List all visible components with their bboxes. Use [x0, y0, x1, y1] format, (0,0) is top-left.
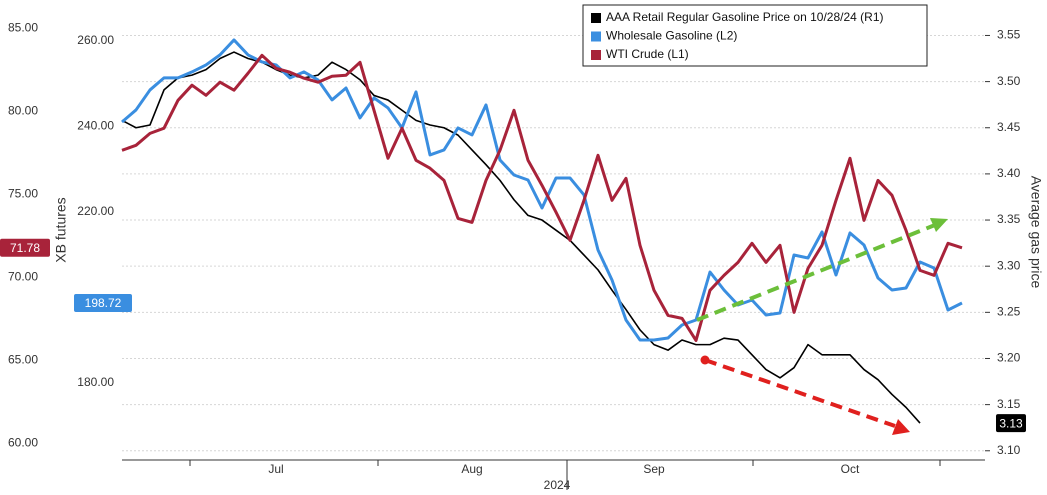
y2-tick-label: 3.20	[997, 351, 1021, 365]
green-trend-arrow	[696, 223, 936, 322]
y-axis-label: XB futures	[53, 197, 69, 262]
last-value-label: 71.78	[10, 241, 40, 255]
y2-tick-label: 3.30	[997, 258, 1021, 272]
y-tick-label: 75.00	[8, 186, 38, 200]
series-line	[121, 53, 963, 342]
y2-axis-label: Average gas price	[1028, 176, 1044, 289]
legend-swatch	[591, 13, 601, 23]
y3-tick-label: 260.00	[77, 33, 114, 47]
last-value-badge	[996, 414, 1026, 433]
x-tick-label: Aug	[461, 462, 482, 476]
legend-swatch	[591, 50, 601, 60]
y2-tick-label: 3.40	[997, 166, 1021, 180]
legend-label: Wholesale Gasoline (L2)	[606, 29, 737, 43]
series-line	[121, 38, 963, 342]
legend-label: AAA Retail Regular Gasoline Price on 10/…	[606, 10, 883, 24]
y2-tick-label: 3.10	[997, 443, 1021, 457]
y2-tick-label: 3.35	[997, 212, 1021, 226]
x-tick-label: Jul	[268, 462, 283, 476]
green-arrowhead	[930, 218, 948, 232]
x-axis-label: 2024	[544, 478, 571, 492]
series-line	[121, 51, 921, 424]
y2-tick-label: 3.55	[997, 28, 1021, 42]
plot-area: 3.10 3.15 3.20 3.25 3.30 3.35 3.40 3.45 3.50 3.55…	[8, 20, 1021, 476]
trend-arrows	[696, 218, 948, 435]
last-value-label: 198.72	[85, 296, 122, 310]
y-tick-label: 85.00	[8, 20, 38, 34]
month-boundaries	[122, 459, 985, 490]
y2-tick-label: 3.25	[997, 305, 1021, 319]
y-tick-label: 80.00	[8, 103, 38, 117]
y3-tick-label: 240.00	[77, 119, 114, 133]
y2-tick-label: 3.15	[997, 397, 1021, 411]
legend-swatch	[591, 31, 601, 42]
y-tick-label: 70.00	[8, 270, 38, 284]
last-value-badge	[0, 238, 50, 257]
y3-tick-label: 180.00	[77, 375, 114, 389]
x-tick-label: Oct	[841, 462, 860, 476]
red-arrowhead	[892, 419, 910, 435]
y3-tick-label: 220.00	[77, 204, 114, 218]
y2-tick-label: 3.45	[997, 120, 1021, 134]
legend: AAA Retail Regular Gasoline Price on 10/…	[582, 4, 928, 67]
red-trend-arrow	[704, 358, 896, 428]
y2-tick-label: 3.50	[997, 74, 1021, 88]
y-tick-label: 65.00	[8, 353, 38, 367]
last-value-badge	[74, 293, 132, 312]
legend-box	[582, 4, 928, 67]
legend-label: WTI Crude (L1)	[606, 47, 689, 61]
y-tick-label: 60.00	[8, 436, 38, 450]
x-tick-label: Sep	[643, 462, 665, 476]
last-value-label: 3.13	[999, 416, 1023, 430]
